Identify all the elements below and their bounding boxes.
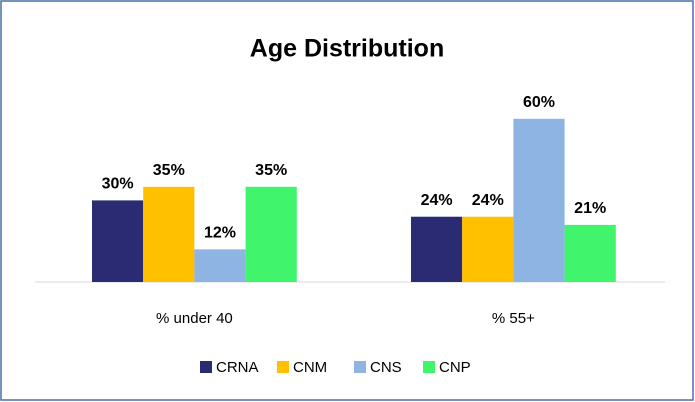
bar (92, 200, 144, 282)
data-label: 35% (255, 162, 287, 179)
bar (245, 186, 297, 282)
x-tick-label: % 55+ (492, 310, 535, 327)
data-label: 12% (204, 225, 236, 242)
data-label: 30% (102, 176, 134, 193)
data-label: 24% (421, 192, 453, 209)
chart-title: Age Distribution (250, 35, 444, 63)
bar (462, 216, 514, 282)
legend-swatch (423, 361, 435, 373)
legend-label: CRNA (216, 359, 259, 376)
data-label: 24% (472, 192, 504, 209)
legend-swatch (354, 361, 366, 373)
data-label: 21% (574, 200, 606, 217)
bar (564, 224, 616, 282)
legend-swatch (200, 361, 212, 373)
legend-label: CNM (293, 359, 327, 376)
legend-label: CNS (370, 359, 402, 376)
bar (411, 216, 463, 282)
data-label: 35% (153, 162, 185, 179)
data-label: 60% (523, 94, 555, 111)
bar (194, 249, 246, 282)
legend-swatch (277, 361, 289, 373)
bar (143, 186, 195, 282)
bar (513, 118, 565, 282)
x-tick-label: % under 40 (156, 310, 233, 327)
legend-label: CNP (439, 359, 471, 376)
